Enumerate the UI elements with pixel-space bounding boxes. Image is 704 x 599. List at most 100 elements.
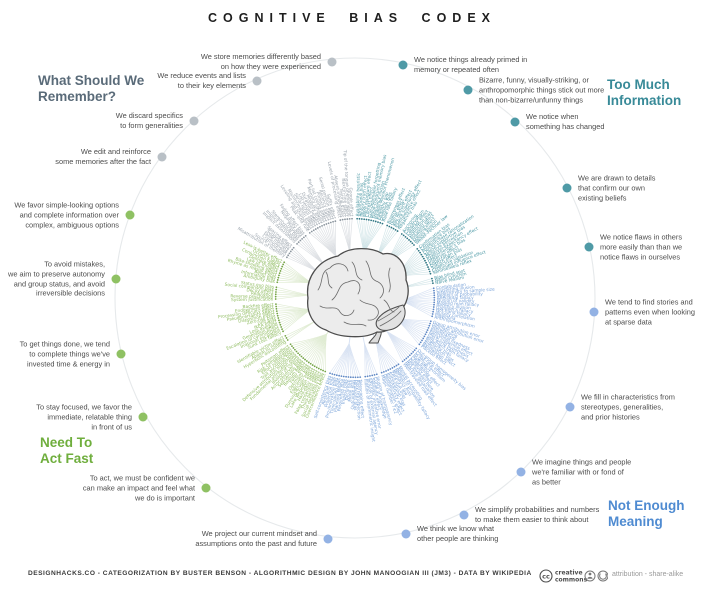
bias-dot — [319, 225, 321, 228]
bias-dot — [370, 219, 373, 222]
bias-dot — [287, 254, 290, 257]
bias-dot — [349, 376, 352, 379]
bias-dot — [304, 358, 306, 361]
bias-dot — [426, 264, 428, 266]
bias-dot — [413, 349, 416, 352]
bias-dot — [419, 251, 421, 254]
bias-dot — [387, 369, 390, 371]
callout-dot-edit-reinforce — [157, 152, 167, 162]
bias-dot — [431, 280, 434, 282]
bias-label: Naïve realism — [435, 275, 465, 286]
bias-label: Context effect — [364, 186, 374, 217]
bias-dot — [427, 266, 429, 268]
bias-dot — [285, 337, 288, 339]
callout-dot-confirm-beliefs — [562, 183, 572, 193]
bias-dot — [371, 374, 374, 377]
bias-dot — [276, 281, 279, 284]
bias-dot — [408, 239, 410, 241]
bias-dot — [275, 303, 277, 306]
bias-dot — [327, 222, 330, 225]
bias-dot — [309, 362, 312, 365]
branch-line — [364, 343, 366, 376]
callout-notice-change: We notice when something has changed — [526, 112, 605, 131]
callout-confirm-beliefs: We are drawn to details that confirm our… — [578, 173, 656, 202]
bias-dot — [366, 375, 369, 378]
callout-familiar-better: We imagine things and people we're famil… — [532, 457, 632, 486]
bias-dot — [356, 217, 359, 220]
callout-dot-know-others-thinking — [401, 529, 411, 539]
bias-label: Insensitivity to sample size — [436, 287, 495, 297]
bias-dot — [406, 237, 409, 240]
bias-dot — [424, 259, 426, 262]
bias-label: Declinism — [344, 379, 352, 400]
bias-dot — [367, 219, 370, 221]
bias-dot — [344, 218, 346, 221]
callout-ring — [114, 57, 596, 539]
bias-label: Hot-hand fallacy — [435, 307, 471, 318]
bias-dot — [305, 360, 308, 362]
bias-dot — [421, 255, 424, 258]
bias-dot — [432, 282, 434, 285]
bias-dot — [419, 341, 422, 344]
bias-dot — [386, 224, 389, 227]
bias-dot — [329, 372, 331, 375]
callout-simplify-numbers: We simplify probabilities and numbers to… — [475, 505, 600, 524]
callout-avoid-mistakes: To avoid mistakes, we aim to preserve au… — [8, 259, 105, 298]
bias-dot — [321, 224, 323, 227]
bias-dot — [342, 375, 345, 378]
callout-dot-get-things-done — [116, 349, 126, 359]
attribution-icon — [584, 570, 596, 582]
bias-label: Recency illusion — [436, 302, 471, 311]
bias-dot — [430, 277, 433, 280]
bias-label: Next-in-line effect — [340, 178, 350, 217]
bias-dot — [356, 376, 359, 379]
bias-dot — [422, 337, 425, 340]
callout-flaws-in-others: We notice flaws in others more easily th… — [600, 232, 683, 261]
bias-dot — [286, 339, 289, 341]
bias-dot — [408, 354, 411, 357]
bias-dot — [331, 373, 334, 375]
bias-dot — [320, 368, 322, 371]
bias-dot — [334, 220, 337, 223]
bias-dot — [429, 322, 431, 325]
bias-dot — [365, 218, 368, 221]
bias-dot — [279, 270, 282, 272]
callout-dot-avoid-mistakes — [111, 274, 121, 284]
bias-dot — [420, 253, 423, 256]
bias-label: Outcome bias — [350, 379, 357, 410]
bias-dot — [281, 328, 283, 331]
bias-dot — [302, 357, 305, 359]
branch-line — [291, 333, 327, 344]
bias-dot — [312, 229, 315, 232]
bias-label: Rosy retrospection — [354, 380, 361, 421]
bias-dot — [288, 252, 291, 255]
bias-dot — [278, 274, 280, 277]
bias-label: Reverse psychology — [230, 293, 274, 300]
bias-dot — [329, 221, 332, 224]
bias-dot — [352, 376, 355, 379]
bias-label: Status quo bias — [241, 280, 276, 291]
callout-project-mindset: We project our current mindset and assum… — [195, 529, 317, 548]
bias-dot — [276, 279, 279, 281]
bias-label: Neglect of probability — [437, 291, 484, 299]
bias-dot — [299, 239, 302, 242]
bias-dot — [341, 218, 344, 221]
branch-line — [330, 343, 350, 373]
bias-dot — [425, 331, 428, 334]
callout-dot-project-mindset — [323, 534, 333, 544]
bias-dot — [433, 299, 436, 301]
bias-dot — [431, 313, 434, 315]
bias-dot — [359, 376, 362, 379]
bias-dot — [322, 369, 324, 372]
bias-dot — [275, 291, 277, 293]
callout-get-things-done: To get things done, we tend to complete … — [19, 339, 110, 368]
bias-label: Confabulation — [436, 282, 467, 292]
bias-dot — [275, 288, 278, 291]
bias-dot — [381, 222, 384, 225]
bias-dot — [276, 314, 279, 317]
bias-dot — [374, 220, 377, 223]
bias-label: Unit bias — [257, 316, 278, 327]
bias-dot — [395, 364, 398, 367]
bias-dot — [280, 267, 283, 270]
